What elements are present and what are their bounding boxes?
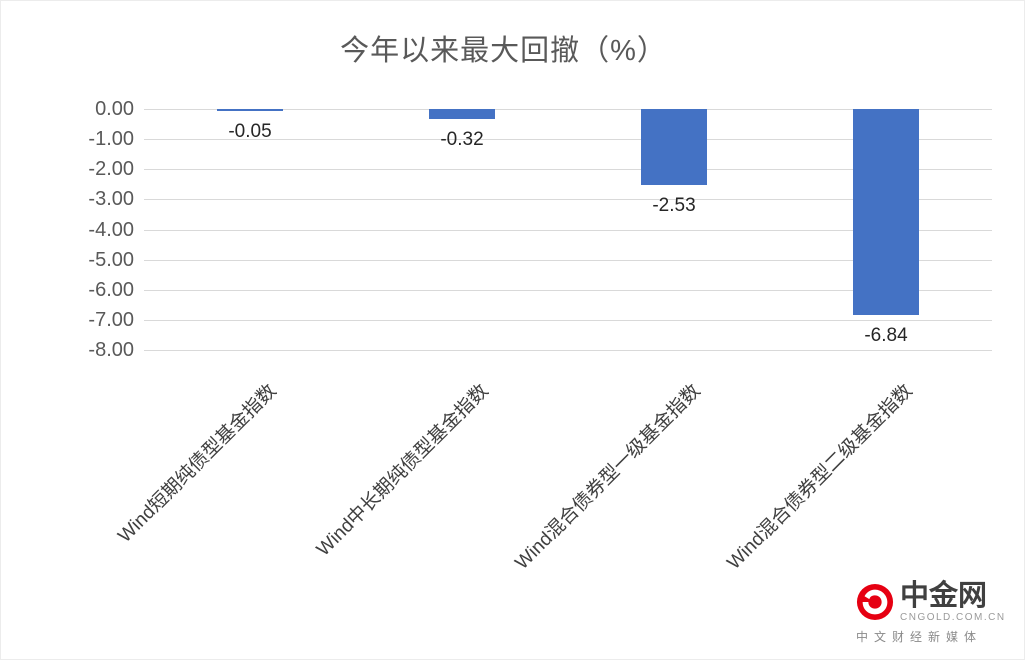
y-tick-label: -1.00 xyxy=(88,128,134,151)
category-label: Wind混合债券型二级基金指数 xyxy=(723,380,917,574)
gridline xyxy=(144,259,992,261)
gridline xyxy=(144,319,992,321)
brand-name: 中金网 xyxy=(900,580,988,612)
gridline xyxy=(144,139,992,141)
y-tick-label: -5.00 xyxy=(88,248,134,271)
gridline xyxy=(144,350,992,351)
category-label: Wind短期纯债型基金指数 xyxy=(114,380,281,547)
y-tick-label: -3.00 xyxy=(88,188,134,211)
bar-value-label: -2.53 xyxy=(652,195,696,217)
y-tick-label: -7.00 xyxy=(88,308,134,331)
gridline xyxy=(144,289,992,291)
bar-value-label: -6.84 xyxy=(864,325,908,347)
y-tick-label: 0.00 xyxy=(95,98,134,120)
y-tick-label: -4.00 xyxy=(88,218,134,241)
gridline xyxy=(144,109,992,110)
brand-text-block: 中金网 CNGOLD.COM.CN xyxy=(900,581,1006,623)
gridline xyxy=(144,199,992,201)
category-label: Wind中长期纯债型基金指数 xyxy=(312,380,493,561)
cngold-logo-icon xyxy=(856,583,894,621)
bar xyxy=(429,109,495,119)
y-tick-label: -8.00 xyxy=(88,339,134,361)
y-tick-label: -2.00 xyxy=(88,158,134,181)
brand-domain: CNGOLD.COM.CN xyxy=(900,612,1006,623)
brand-row: 中金网 CNGOLD.COM.CN xyxy=(856,581,1008,623)
category-label: Wind混合债券型一级基金指数 xyxy=(511,380,705,574)
bar-value-label: -0.05 xyxy=(228,120,272,142)
bar xyxy=(217,109,283,111)
bar-value-label: -0.32 xyxy=(440,128,484,150)
gridline xyxy=(144,169,992,171)
y-tick-label: -6.00 xyxy=(88,278,134,301)
brand-watermark: 中金网 CNGOLD.COM.CN 中文财经新媒体 xyxy=(856,581,1008,645)
bar xyxy=(853,109,919,316)
chart-title: 今年以来最大回撤（%） xyxy=(340,35,667,67)
gridline xyxy=(144,229,992,231)
brand-tagline: 中文财经新媒体 xyxy=(856,630,983,644)
bar xyxy=(641,109,707,186)
